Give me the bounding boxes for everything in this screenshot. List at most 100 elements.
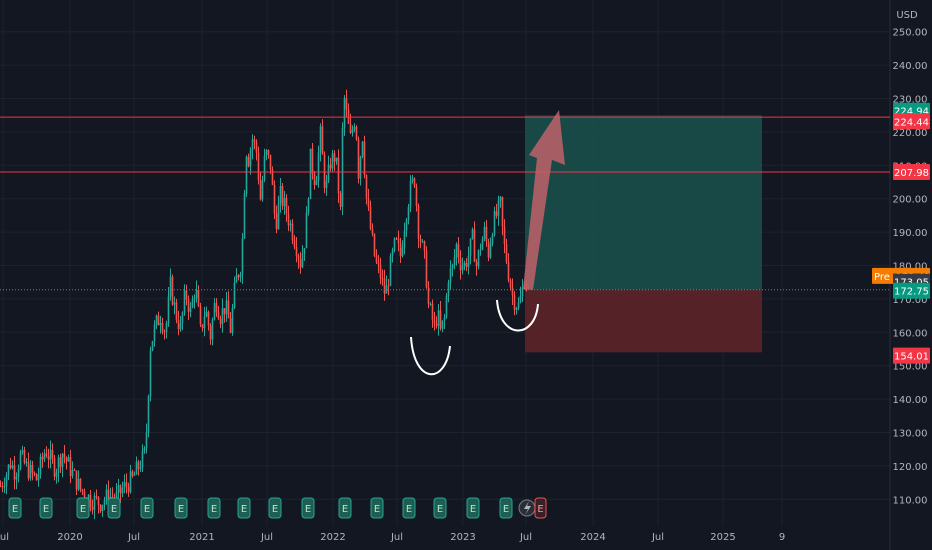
lightning-icon	[524, 501, 531, 515]
target-arrow[interactable]	[523, 110, 565, 290]
candle-body	[431, 303, 434, 320]
candle-body	[271, 169, 274, 185]
candle-body	[261, 180, 264, 200]
candle-body	[329, 164, 332, 169]
candle-body	[361, 141, 364, 157]
earnings-badge-upcoming[interactable]: E	[534, 497, 547, 519]
price-tick: 240.00	[893, 61, 928, 72]
earnings-badge[interactable]: E	[207, 497, 221, 519]
svg-text:E: E	[470, 504, 476, 515]
candle-body	[419, 238, 422, 242]
candle-body	[145, 432, 148, 448]
candle-body	[333, 153, 336, 162]
candle-body	[199, 306, 202, 325]
time-axis[interactable]: Jul 2020 Jul 2021 Jul 2022 Jul 2023 Jul 2024 Jul 20…	[0, 532, 785, 543]
candle-body	[403, 230, 406, 248]
candle-body	[127, 486, 130, 493]
time-tick: 2023	[450, 532, 475, 543]
candle-body	[253, 139, 256, 142]
candle-body	[227, 300, 230, 319]
candle-body	[47, 456, 50, 460]
earnings-badge[interactable]: E	[39, 497, 53, 519]
candle-body	[9, 464, 12, 468]
candle-body	[367, 198, 370, 207]
earnings-badge[interactable]: E	[466, 497, 480, 519]
candle-body	[477, 250, 480, 267]
candle-body	[219, 318, 222, 324]
price-axis[interactable]: 110.00 120.00 130.00 140.00 150.00 160.00 170.…	[893, 28, 928, 507]
candle-body	[193, 298, 196, 300]
earnings-badge[interactable]: E	[301, 497, 315, 519]
earnings-badge[interactable]: E	[338, 497, 352, 519]
candle-body	[433, 319, 436, 324]
cup-curve-left[interactable]	[410, 336, 451, 376]
candle-body	[359, 156, 362, 179]
svg-text:E: E	[80, 504, 86, 515]
candle-body	[377, 262, 380, 265]
candle-body	[303, 248, 306, 254]
earnings-badge[interactable]: E	[433, 497, 447, 519]
earnings-badge[interactable]: E	[370, 497, 384, 519]
candle-body	[31, 464, 34, 473]
candle-body	[65, 457, 68, 462]
candle-body	[485, 226, 488, 242]
candle-body	[493, 211, 496, 235]
candle-body	[295, 246, 298, 257]
candle-body	[17, 468, 20, 477]
time-tick: 2024	[580, 532, 605, 543]
candle-body	[3, 486, 6, 488]
candle-body	[443, 317, 446, 321]
candle-body	[93, 495, 96, 510]
candle-body	[119, 485, 122, 494]
price-tick: 160.00	[893, 328, 928, 339]
earnings-badge[interactable]: E	[268, 497, 282, 519]
earnings-badge[interactable]: E	[76, 497, 90, 519]
cup-curve-right[interactable]	[496, 299, 539, 332]
candle-body	[159, 323, 162, 326]
earnings-badge[interactable]: E	[140, 497, 154, 519]
candle-body	[283, 197, 286, 207]
candle-body	[509, 280, 512, 288]
candle-body	[475, 261, 478, 267]
candle-body	[353, 126, 356, 130]
candle-body	[313, 173, 316, 185]
candle-body	[203, 316, 206, 329]
candle-body	[67, 457, 70, 462]
time-tick: 2025	[710, 532, 735, 543]
candle-body	[143, 447, 146, 451]
candle-body	[185, 290, 188, 300]
candle-body	[151, 341, 154, 351]
candle-body	[399, 243, 402, 257]
candle-body	[331, 153, 334, 169]
candle-body	[115, 492, 118, 501]
earnings-badge[interactable]: E	[499, 497, 513, 519]
candle-body	[195, 289, 198, 299]
candle-body	[315, 180, 318, 185]
candle-body	[415, 186, 418, 206]
candle-body	[501, 197, 504, 227]
svg-text:E: E	[241, 504, 247, 515]
svg-text:E: E	[111, 504, 117, 515]
earnings-badge[interactable]: E	[107, 497, 121, 519]
candle-body	[237, 275, 240, 278]
candle-body	[457, 244, 460, 258]
time-tick: Jul	[260, 532, 273, 543]
candle-body	[33, 472, 36, 474]
earnings-badge[interactable]: E	[237, 497, 251, 519]
svg-text:E: E	[305, 504, 311, 515]
svg-text:224.94: 224.94	[894, 107, 929, 118]
candle-body	[351, 129, 354, 133]
candle-body	[267, 150, 270, 155]
earnings-badge[interactable]: E	[402, 497, 416, 519]
earnings-badge[interactable]: E	[8, 497, 22, 519]
candle-body	[177, 320, 180, 330]
candle-body	[175, 302, 178, 321]
svg-text:E: E	[537, 504, 543, 515]
currency-label: USD	[896, 10, 918, 21]
candle-body	[13, 465, 16, 480]
candle-body	[343, 98, 346, 128]
earnings-badge[interactable]: E	[174, 497, 188, 519]
target-zone[interactable]	[525, 115, 762, 290]
stop-zone[interactable]	[525, 289, 762, 353]
